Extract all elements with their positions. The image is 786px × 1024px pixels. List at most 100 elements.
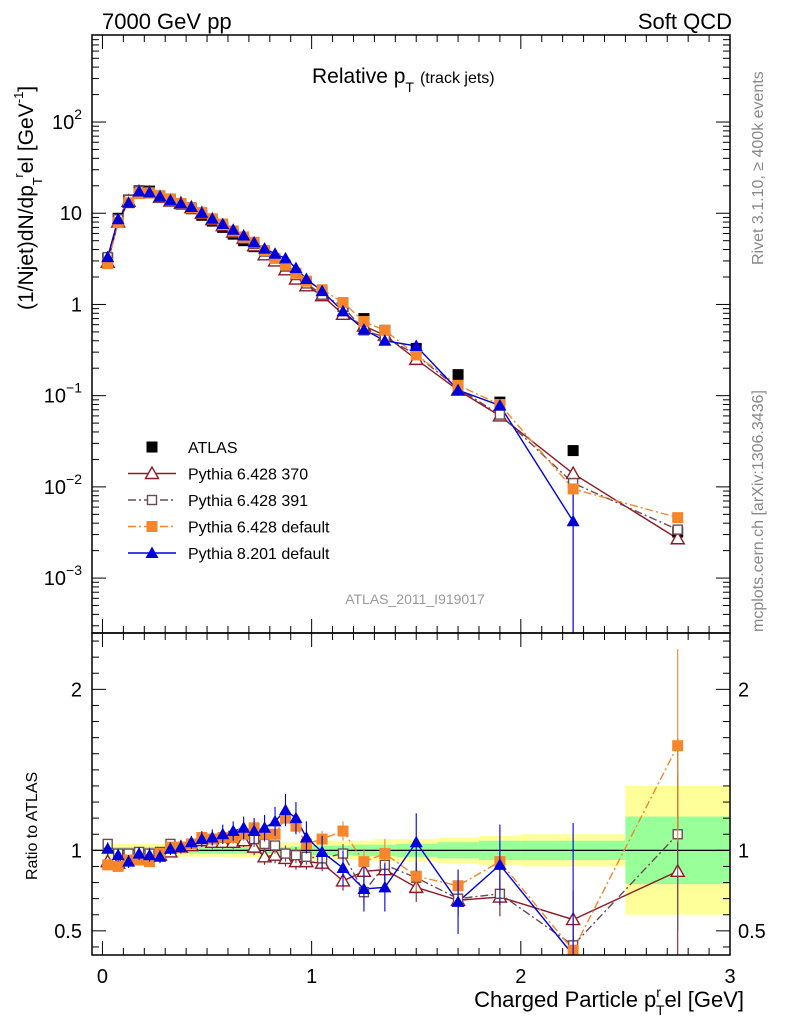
ratio-point — [184, 835, 198, 848]
legend-label: Pythia 6.428 default — [188, 520, 330, 537]
side-text-top: Rivet 3.1.10, ≥ 400k events — [750, 71, 767, 265]
main-point — [101, 250, 115, 263]
ratio-point — [451, 895, 465, 907]
main-ytick-exp: −1 — [66, 380, 82, 396]
main-ytick-base: 10 — [44, 386, 66, 408]
main-point — [143, 185, 157, 198]
ratio-xtick-label: 0 — [97, 966, 108, 988]
ratio-ytick-label: 2 — [71, 679, 82, 701]
main-title-note: (track jets) — [420, 70, 495, 87]
main-ytick-base: 10 — [52, 112, 74, 134]
ratio-point — [102, 859, 114, 871]
main-point — [567, 483, 579, 495]
main-point — [163, 193, 177, 206]
main-point — [216, 217, 230, 230]
main-point — [278, 251, 292, 264]
main-ytick-label: 10 — [60, 203, 82, 225]
main-ylabel: (1/Njet)dN/dpTrel [GeV-1] — [11, 86, 45, 310]
ratio-point — [247, 824, 261, 837]
main-point — [299, 272, 313, 285]
ratio-point — [163, 842, 177, 854]
main-point — [672, 524, 683, 535]
ratio-point — [289, 811, 303, 824]
main-point — [494, 409, 506, 420]
legend: ATLAS Pythia 6.428 370 Pythia 6.428 391 Pyt… — [128, 440, 330, 563]
ratio-point — [278, 803, 292, 816]
ratio-point — [237, 821, 251, 833]
main-point — [289, 261, 303, 274]
main-point — [670, 530, 686, 545]
legend-label: Pythia 6.428 370 — [188, 467, 308, 484]
main-series-line — [107, 191, 679, 540]
ratio-ytick-label: 0.5 — [54, 921, 82, 943]
ratio-point — [280, 848, 291, 859]
main-point — [237, 229, 251, 241]
ratio-point — [357, 882, 371, 894]
ratio-xlabel-sub: T — [656, 1002, 665, 1018]
legend-label: ATLAS — [188, 440, 238, 457]
main-ytick-label: 10−2 — [44, 471, 82, 499]
ratio-ticks: 0 1 2 3 0.5 0.5 1 1 2 2 — [54, 633, 766, 988]
ratio-point — [205, 830, 219, 843]
main-point — [268, 247, 282, 259]
ratio-point — [226, 824, 240, 837]
legend-marker — [146, 441, 158, 453]
main-ytick-base: 1 — [71, 294, 82, 316]
legend-label: Pythia 8.201 default — [188, 546, 330, 563]
main-title: Relative pT (track jets) — [312, 65, 495, 95]
main-point — [337, 297, 349, 309]
ratio-point — [299, 830, 313, 843]
main-point — [357, 323, 371, 335]
main-series-line — [107, 190, 574, 522]
main-ytick-label: 10−1 — [44, 380, 82, 408]
ratio-point — [258, 821, 272, 833]
ratio-series-group — [99, 649, 686, 956]
main-point — [111, 212, 125, 225]
main-ytick-base: 10 — [44, 477, 66, 499]
main-point — [378, 334, 392, 346]
ratio-point — [195, 832, 209, 845]
main-ylabel-part1: (1/Njet)dN/dp — [15, 185, 38, 310]
ratio-xtick-label: 3 — [724, 966, 735, 988]
legend-marker — [144, 465, 160, 480]
main-point — [122, 196, 136, 208]
ratio-point — [174, 840, 188, 853]
main-ytick-label: 1 — [71, 294, 82, 316]
ratio-point — [112, 860, 124, 872]
ratio-point — [378, 880, 392, 893]
legend-label: Pythia 6.428 391 — [188, 493, 308, 510]
ratio-point — [132, 847, 146, 859]
ratio-frame — [91, 632, 731, 956]
ratio-xtick-label: 2 — [515, 966, 526, 988]
main-point — [315, 284, 329, 297]
header-left: 7000 GeV pp — [102, 9, 232, 34]
ratio-point — [153, 850, 167, 862]
main-point — [336, 304, 350, 317]
main-point — [195, 206, 209, 218]
main-point — [132, 185, 146, 197]
legend-marker — [145, 546, 159, 558]
main-ytick-exp: 2 — [74, 106, 82, 122]
main-point — [205, 212, 219, 224]
ratio-point — [301, 851, 312, 862]
ratio-xlabel-tail: el [GeV] — [665, 987, 744, 1012]
main-ytick-label: 10−3 — [44, 562, 82, 590]
ratio-point — [409, 835, 423, 848]
ratio-ylabel: Ratio to ATLAS — [24, 772, 41, 880]
main-point — [153, 189, 167, 202]
main-ylabel-sup: r — [11, 173, 26, 178]
main-point — [258, 242, 272, 254]
legend-marker — [146, 521, 158, 532]
main-point — [493, 399, 507, 411]
main-point — [290, 267, 302, 279]
ratio-ytick-label-right: 1 — [738, 840, 749, 862]
main-point — [174, 196, 188, 209]
ratio-point — [216, 827, 230, 840]
main-point — [566, 514, 580, 527]
ratio-ytick-label: 1 — [71, 840, 82, 862]
ratio-point — [315, 845, 329, 857]
main-point — [358, 316, 370, 328]
ratio-xtick-label: 1 — [306, 966, 317, 988]
